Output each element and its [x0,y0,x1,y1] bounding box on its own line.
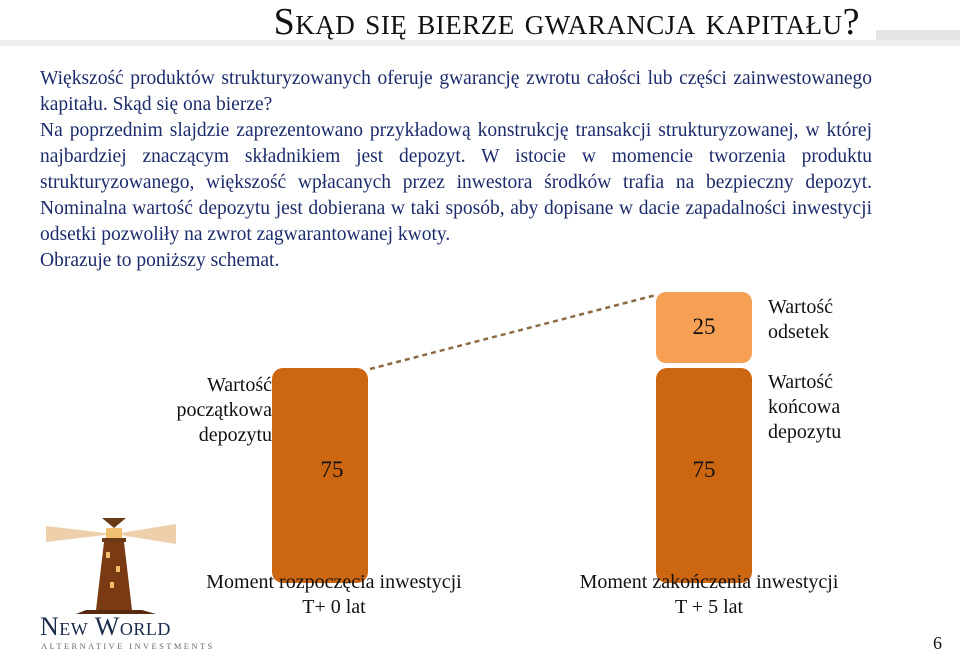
initial-deposit-label: Wartość początkowa depozytu [176,374,272,446]
paragraph-3: Obrazuje to poniższy schemat. [40,250,280,271]
paragraph-1: Większość produktów strukturyzowanych of… [40,68,872,115]
lighthouse-logo-icon [46,518,176,614]
title-rule [0,40,960,46]
logo-subtitle: ALTERNATIVE INVESTMENTS [41,641,215,651]
deposit-diagram: Wartość początkowa depozytu 75 25 Wartoś… [0,280,960,656]
initial-deposit-bar [272,368,368,583]
final-deposit-label: Wartość końcowa depozytu [768,371,842,443]
dashed-connector [369,293,657,371]
logo-wordmark: New World [40,612,171,641]
interest-value: 25 [692,314,716,339]
interest-label: Wartość odsetek [768,296,834,343]
paragraph-2: Na poprzednim slajdzie zaprezentowano pr… [40,120,872,245]
end-time-label: Moment zakończenia inwestycji T + 5 lat [579,571,839,618]
diagram-svg [272,292,752,583]
interest-bar [656,292,752,363]
slide-title: Skąd się bierze gwarancja kapitału? [273,1,860,43]
body-text: Większość produktów strukturyzowanych of… [40,66,872,274]
start-time-label: Moment rozpoczęcia inwestycji T+ 0 lat [206,571,462,618]
page-number: 6 [933,633,942,653]
initial-deposit-value: 75 [320,457,344,482]
final-deposit-bar [656,368,752,583]
final-deposit-value: 75 [692,457,716,482]
title-rule-accent [876,30,960,40]
